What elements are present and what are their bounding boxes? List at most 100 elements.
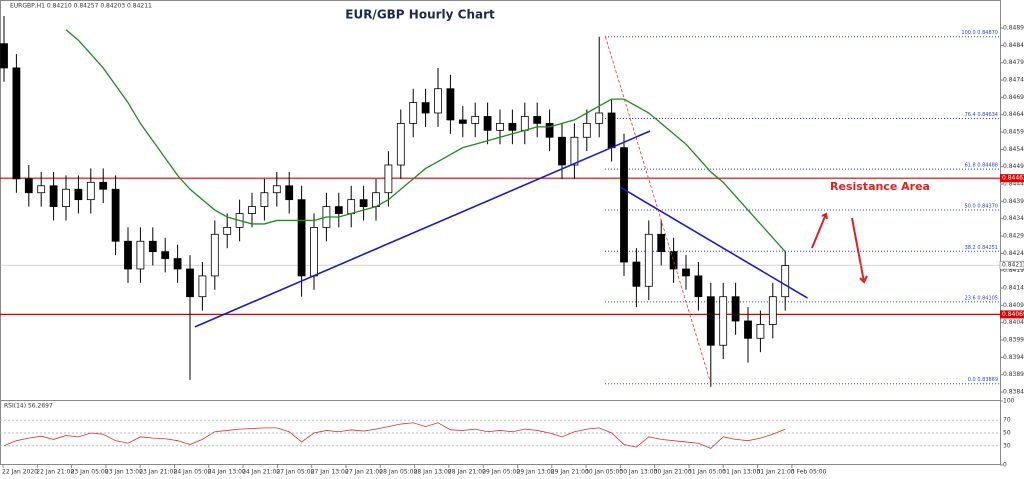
candle-body — [409, 102, 418, 124]
candle-body — [731, 296, 740, 322]
candle-body — [570, 136, 579, 166]
y-tick-label: 0.84645 — [1003, 111, 1024, 118]
candle-body — [756, 324, 765, 339]
candle-body — [694, 275, 703, 298]
fib-label: 0.0 0.83869 — [968, 377, 998, 383]
y-tick-label: 0.84495 — [1003, 163, 1024, 170]
x-tick-label: 23 Jan 05:00 — [71, 469, 109, 476]
y-tick-label: 0.84795 — [1003, 59, 1024, 66]
x-tick-label: 31 Jan 21:00 — [757, 469, 795, 476]
x-tick-label: 24 Jan 13:00 — [208, 469, 246, 476]
candle-body — [186, 268, 194, 298]
y-tick-label: 0.84545 — [1003, 146, 1024, 153]
candle-body — [285, 185, 294, 201]
trendline — [619, 186, 808, 299]
symbol-info: EURGBP,H1 0.84210 0.84257 0.84203 0.8421… — [10, 3, 152, 10]
moving-average — [65, 29, 786, 253]
up-arrow — [811, 212, 828, 249]
candle-body — [744, 320, 752, 339]
x-tick-label: 22 Jan 21:00 — [36, 469, 74, 476]
x-tick-label: 31 Jan 13:00 — [722, 469, 760, 476]
level-label-box — [1000, 310, 1024, 319]
x-tick-label: 30 Jan 13:00 — [619, 469, 657, 476]
rsi-tick-label: 100 — [1003, 398, 1015, 405]
y-tick-label: 0.83945 — [1003, 354, 1024, 361]
candle-body — [173, 258, 182, 270]
x-tick-label: 28 Jan 21:00 — [448, 469, 486, 476]
y-tick-label: 0.84395 — [1003, 198, 1024, 205]
candle-body — [582, 122, 591, 138]
annotation: Resistance Area — [830, 180, 930, 193]
candle-body — [310, 226, 318, 277]
x-tick-label: 29 Jan 05:00 — [482, 469, 520, 476]
trendline — [194, 130, 651, 328]
y-tick-label: 0.83845 — [1003, 389, 1024, 396]
candle-body — [421, 102, 430, 114]
rsi-label: RSI(14) 56.2697 — [4, 403, 53, 410]
candle-body — [74, 188, 83, 201]
candle-body — [607, 112, 616, 149]
x-tick-label: 31 Jan 05:00 — [688, 469, 726, 476]
x-tick-label: 30 Jan 21:00 — [654, 469, 692, 476]
candle-body — [719, 296, 728, 346]
candle-body — [396, 122, 405, 166]
candle-body — [49, 185, 58, 207]
down-arrow — [851, 217, 868, 284]
x-tick-label: 27 Jan 13:00 — [311, 469, 349, 476]
x-tick-label: 28 Jan 05:00 — [379, 469, 417, 476]
x-tick-label: 27 Jan 21:00 — [345, 469, 383, 476]
candle-body — [533, 116, 542, 124]
fib-label: 61.8 0.84488 — [965, 163, 998, 169]
fib-label: 76.4 0.84634 — [965, 112, 998, 118]
y-tick-label: 0.84295 — [1003, 233, 1024, 240]
candle-body — [620, 147, 628, 263]
candle-body — [248, 206, 256, 214]
candle-body — [644, 233, 653, 287]
y-tick-label: 0.84145 — [1003, 285, 1024, 292]
y-tick-label: 0.84695 — [1003, 94, 1024, 101]
x-tick-label: 23 Jan 13:00 — [105, 469, 143, 476]
fib-label: 38.2 0.84251 — [965, 245, 998, 251]
candle-body — [483, 116, 492, 131]
rsi-tick-label: 30 — [1003, 442, 1011, 449]
rsi-tick-label: 70 — [1003, 417, 1011, 424]
candle-body — [682, 268, 690, 277]
candle-body — [111, 188, 120, 242]
candle-body — [24, 178, 33, 194]
fib-label: 50.0 0.84370 — [965, 204, 998, 210]
candle-body — [347, 199, 356, 214]
candle-body — [384, 164, 393, 194]
candle-body — [210, 233, 219, 277]
candle-body — [136, 240, 145, 270]
candle-body — [657, 233, 666, 253]
y-tick-label: 0.83895 — [1003, 371, 1024, 378]
candle-body — [198, 275, 207, 298]
y-tick-label: 0.84895 — [1003, 25, 1024, 32]
candle-body — [545, 122, 554, 138]
candle-body — [37, 185, 46, 194]
candle-body — [334, 206, 343, 214]
candle-body — [669, 251, 678, 270]
candle-body — [446, 88, 455, 121]
x-tick-label: 3 Feb 05:00 — [791, 469, 827, 476]
candle-body — [124, 240, 132, 270]
y-tick-label: 0.84045 — [1003, 319, 1024, 326]
y-tick-label: 0.84745 — [1003, 77, 1024, 84]
candle-body — [595, 112, 604, 124]
y-tick-label: 0.84245 — [1003, 250, 1024, 257]
y-tick-label: 0.84345 — [1003, 215, 1024, 222]
rsi-line — [3, 422, 786, 449]
level-label-box — [1000, 174, 1024, 183]
candle-body — [520, 116, 529, 131]
candle-body — [632, 261, 641, 287]
trendline — [605, 36, 712, 384]
candle-body — [558, 136, 566, 166]
plot-frame — [0, 0, 1001, 465]
x-tick-label: 29 Jan 13:00 — [517, 469, 555, 476]
candle-body — [458, 119, 467, 124]
x-tick-label: 23 Jan 21:00 — [139, 469, 177, 476]
current-price-label: 0.84211 — [1002, 262, 1024, 269]
candle-body — [0, 43, 8, 69]
